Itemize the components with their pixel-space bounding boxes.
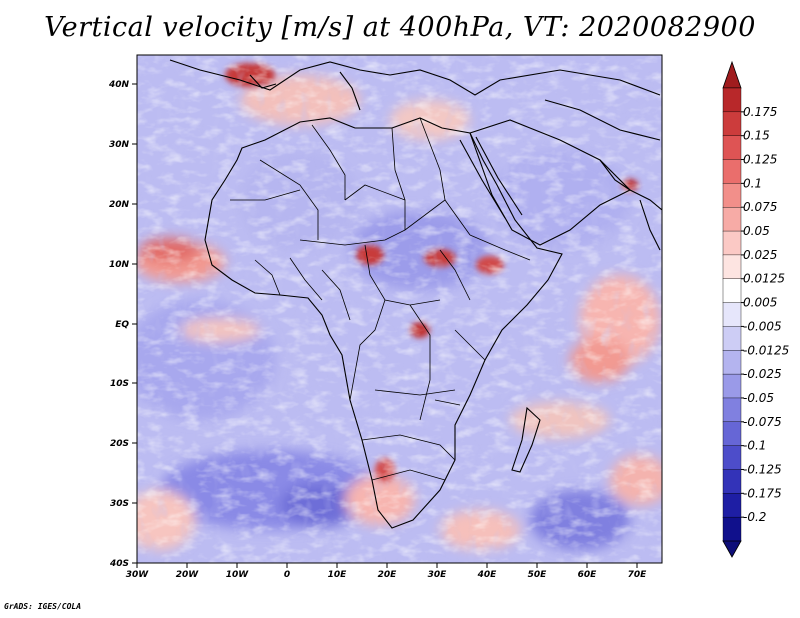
lon-tick-label: 60E [578,570,598,580]
colorbar-label: -0.2 [743,510,766,524]
colorbar-cell [722,469,742,494]
colorbar-cell [722,516,742,542]
colorbar-cell [722,350,742,375]
colorbar-label: -0.0125 [743,343,789,357]
lat-tick-label: 30N [109,140,130,150]
lon-tick-label: 0 [284,570,290,580]
map-title: Vertical velocity [m/s] at 400hPa, VT: 2… [44,12,756,43]
colorbar-label: -0.175 [743,486,782,500]
colorbar-cell [722,111,742,137]
colorbar-cell [722,159,742,184]
colorbar-cell [722,207,742,232]
country-borders [230,117,531,481]
colorbar-cell [722,302,742,327]
colorbar-label: 0.0125 [743,272,785,286]
colorbar: 0.175 0.15 0.125 0.1 0.075 0.05 0.025 0.0125 0.0… [722,60,789,558]
colorbar-label: 0.05 [743,224,770,238]
colorbar-label: 0.1 [743,176,762,190]
colorbar-label: 0.175 [743,105,777,119]
map-frame [136,54,663,564]
colorbar-label: -0.075 [743,415,782,429]
colorbar-cell [722,183,742,208]
colorbar-label: -0.125 [743,462,782,476]
lon-tick-label: 20E [378,570,398,580]
lat-tick-label: 20N [109,200,130,210]
colorbar-cell [722,397,742,423]
colorbar-label: -0.1 [743,439,766,453]
colorbar-label: -0.05 [743,391,774,405]
lat-tick-label: 20S [110,439,129,449]
lat-tick-label: 40N [108,80,130,90]
vertical-velocity-field [137,55,662,563]
credit-text: GrADS: IGES/COLA [4,602,82,611]
colorbar-label: 0.125 [743,153,777,167]
colorbar-label: -0.005 [743,319,782,333]
colorbar-bottom-arrow [722,540,742,558]
colorbar-label: 0.025 [743,248,777,262]
colorbar-cell [722,254,742,280]
colorbar-cell [722,493,742,518]
colorbar-cell [722,421,742,447]
lon-tick-label: 70E [628,570,648,580]
colorbar-cell [722,326,742,351]
lat-tick-label: EQ [115,320,129,330]
lat-tick-label: 10N [109,260,130,270]
colorbar-cell [722,445,742,470]
lat-tick-label: 30S [110,499,129,509]
lat-tick-label: 10S [110,379,129,389]
colorbar-cell [722,278,742,304]
lon-tick-label: 40E [477,570,498,580]
colorbar-label: 0.005 [743,296,777,310]
lat-tick-label: 40S [109,559,129,569]
colorbar-label: 0.15 [743,129,770,143]
colorbar-cell [722,87,742,113]
lon-tick-label: 50E [528,570,548,580]
colorbar-top-arrow [722,60,742,89]
longitude-axis: 30W 20W 10W 0 10E 20E 30E 40E 50E 60E 70… [126,563,647,580]
colorbar-label: 0.075 [743,200,777,214]
colorbar-cell [722,230,742,256]
latitude-axis: 40N 30N 20N 10N EQ 10S 20S 30S 40S [108,80,137,569]
colorbar-label: -0.025 [743,367,782,381]
lon-tick-label: 30E [428,570,448,580]
colorbar-cell [722,135,742,161]
lon-tick-label: 30W [126,570,150,580]
lon-tick-label: 10W [226,570,250,580]
lon-tick-label: 10E [328,570,348,580]
colorbar-cell [722,373,742,399]
lon-tick-label: 20W [176,570,200,580]
